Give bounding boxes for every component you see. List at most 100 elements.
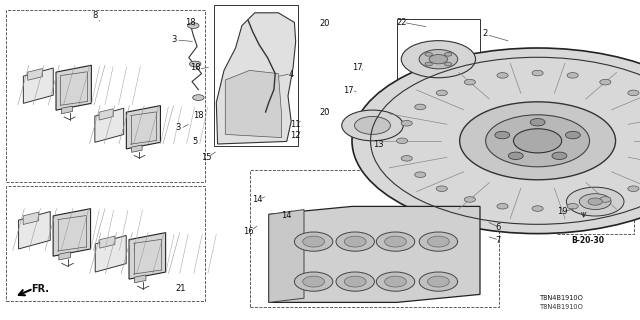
Polygon shape	[100, 236, 115, 248]
Circle shape	[429, 55, 448, 64]
Circle shape	[444, 52, 452, 56]
Circle shape	[419, 50, 458, 69]
Circle shape	[436, 186, 447, 191]
Polygon shape	[126, 106, 161, 149]
Circle shape	[436, 90, 447, 96]
Text: FR.: FR.	[31, 284, 49, 294]
Text: B-20-30: B-20-30	[571, 236, 604, 245]
Text: 14: 14	[252, 195, 262, 204]
Polygon shape	[19, 212, 51, 249]
Circle shape	[566, 131, 580, 139]
Circle shape	[428, 236, 449, 247]
Polygon shape	[95, 108, 124, 142]
Polygon shape	[28, 68, 42, 80]
Circle shape	[401, 156, 412, 161]
Text: 15: 15	[201, 153, 211, 162]
Circle shape	[532, 70, 543, 76]
Circle shape	[397, 138, 408, 144]
Circle shape	[303, 236, 324, 247]
Text: 17: 17	[352, 63, 362, 72]
Circle shape	[486, 115, 589, 167]
Text: 3: 3	[175, 124, 180, 132]
Circle shape	[600, 79, 611, 85]
Polygon shape	[216, 13, 296, 144]
Circle shape	[552, 152, 567, 160]
Circle shape	[497, 204, 508, 209]
Circle shape	[376, 272, 415, 291]
Text: 3: 3	[172, 35, 177, 44]
Circle shape	[567, 73, 578, 78]
Bar	[214, 5, 298, 146]
Circle shape	[344, 236, 366, 247]
Text: 6: 6	[495, 223, 500, 232]
Circle shape	[376, 232, 415, 251]
Circle shape	[401, 121, 412, 126]
Circle shape	[600, 197, 611, 202]
Circle shape	[508, 152, 524, 160]
Text: T8N4B1910O: T8N4B1910O	[540, 295, 584, 301]
Circle shape	[294, 272, 333, 291]
Polygon shape	[269, 210, 304, 302]
Polygon shape	[269, 206, 480, 302]
Polygon shape	[23, 68, 53, 103]
Text: 20: 20	[320, 108, 330, 117]
Text: 7: 7	[495, 236, 500, 245]
Circle shape	[342, 110, 403, 141]
Circle shape	[336, 272, 374, 291]
Circle shape	[628, 186, 639, 191]
Polygon shape	[23, 212, 38, 225]
Bar	[397, 19, 480, 99]
Polygon shape	[95, 236, 126, 272]
Text: 18: 18	[186, 18, 196, 27]
Polygon shape	[129, 233, 166, 279]
Text: 12: 12	[291, 131, 301, 140]
Circle shape	[532, 206, 543, 211]
Circle shape	[352, 48, 640, 234]
Circle shape	[579, 194, 611, 210]
Circle shape	[497, 73, 508, 78]
Circle shape	[513, 129, 562, 153]
Polygon shape	[56, 65, 92, 110]
Polygon shape	[61, 106, 72, 114]
Circle shape	[415, 172, 426, 178]
Polygon shape	[53, 209, 91, 256]
Text: 22: 22	[396, 18, 406, 27]
Circle shape	[444, 62, 452, 66]
Polygon shape	[99, 109, 113, 120]
Circle shape	[303, 276, 324, 287]
Text: 2: 2	[483, 29, 488, 38]
Circle shape	[415, 104, 426, 110]
Circle shape	[588, 198, 602, 205]
Polygon shape	[225, 70, 282, 138]
Circle shape	[464, 79, 476, 85]
Bar	[250, 170, 499, 307]
Circle shape	[355, 116, 390, 134]
Bar	[6, 186, 205, 301]
Text: 16: 16	[243, 227, 253, 236]
Text: 14: 14	[282, 211, 292, 220]
Text: 4: 4	[289, 70, 294, 79]
Circle shape	[193, 95, 204, 100]
Circle shape	[464, 197, 476, 202]
Bar	[6, 10, 205, 182]
Text: 20: 20	[320, 19, 330, 28]
Circle shape	[530, 118, 545, 126]
Text: 19: 19	[557, 207, 567, 216]
Circle shape	[425, 52, 433, 56]
Text: 11: 11	[291, 120, 301, 129]
Text: 18: 18	[190, 63, 200, 72]
Circle shape	[419, 232, 458, 251]
Circle shape	[419, 272, 458, 291]
Circle shape	[428, 276, 449, 287]
Circle shape	[401, 41, 476, 78]
Circle shape	[385, 276, 406, 287]
Circle shape	[294, 232, 333, 251]
Text: T8N4B1910O: T8N4B1910O	[540, 304, 584, 310]
Bar	[557, 170, 634, 234]
Circle shape	[385, 236, 406, 247]
Circle shape	[188, 23, 199, 28]
Text: 5: 5	[193, 137, 198, 146]
Circle shape	[336, 232, 374, 251]
Circle shape	[567, 204, 578, 209]
Circle shape	[189, 61, 201, 67]
